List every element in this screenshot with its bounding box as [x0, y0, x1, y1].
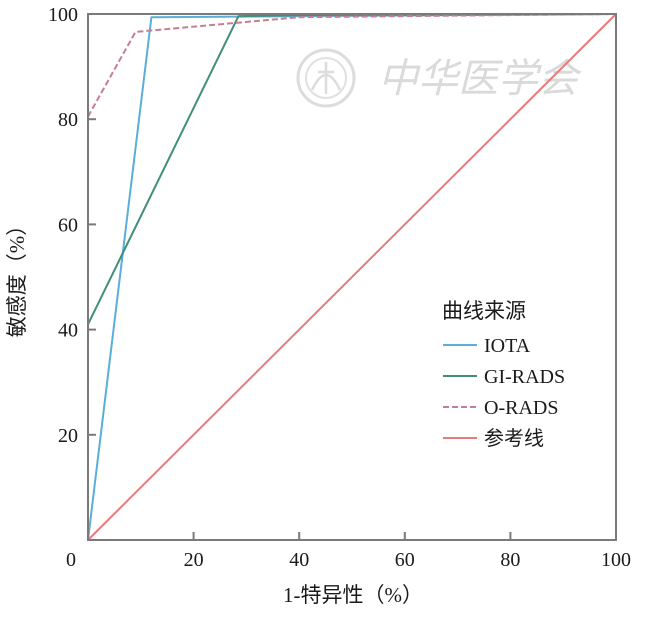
legend-label-0: IOTA — [484, 335, 531, 357]
cma-seal-icon — [296, 48, 356, 108]
legend-label-3: 参考线 — [484, 427, 544, 450]
x-tick-label: 20 — [184, 549, 204, 571]
watermark-text: 中华医学会 — [378, 56, 582, 102]
plot-border — [87, 13, 617, 541]
y-tick-label: 100 — [48, 4, 78, 26]
x-axis-title: 1-特异性（%） — [283, 583, 423, 607]
y-tick-label: 20 — [58, 425, 78, 447]
plot-frame — [87, 13, 617, 541]
y-tick-label: 60 — [58, 214, 78, 236]
watermark: 中华医学会 — [296, 48, 582, 108]
series-line-2 — [87, 13, 617, 118]
axis-ticks: 0 20 40 60 80 100 20 40 60 80 100 — [48, 4, 631, 571]
legend-label-1: GI-RADS — [484, 366, 565, 388]
y-tick-label: 40 — [58, 320, 78, 342]
legend-label-2: O-RADS — [484, 397, 558, 419]
x-tick-label: 60 — [395, 549, 415, 571]
y-tick-label: 80 — [58, 109, 78, 131]
legend: 曲线来源 IOTA GI-RADS O-RADS 参考线 — [442, 299, 565, 450]
y-axis-title: 敏感度（%） — [5, 215, 29, 338]
series-layer — [87, 13, 617, 541]
series-line-3 — [87, 13, 617, 541]
x-tick-label: 100 — [601, 549, 631, 571]
x-tick-label: 0 — [66, 549, 76, 571]
x-tick-label: 80 — [500, 549, 520, 571]
x-tick-label: 40 — [289, 549, 309, 571]
legend-title: 曲线来源 — [442, 299, 526, 323]
